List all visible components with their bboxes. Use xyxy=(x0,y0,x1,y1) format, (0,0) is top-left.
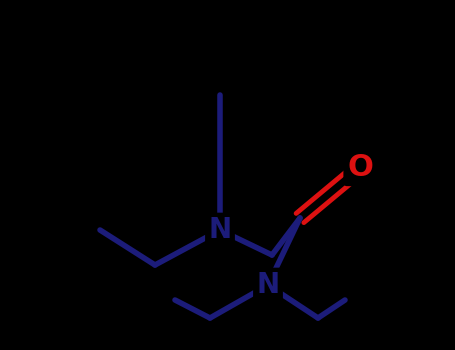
Text: N: N xyxy=(208,216,232,244)
Text: N: N xyxy=(257,271,279,299)
Text: O: O xyxy=(347,154,373,182)
